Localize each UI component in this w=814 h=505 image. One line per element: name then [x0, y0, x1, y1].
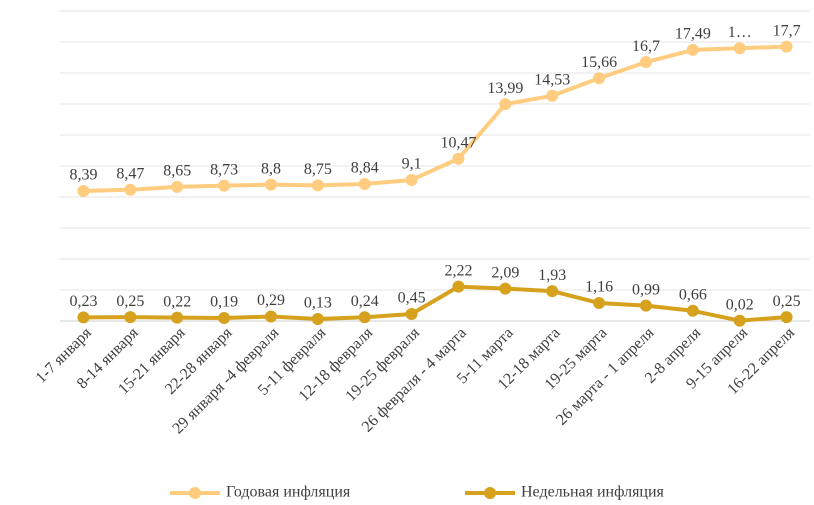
data-label: 8,8	[261, 160, 281, 177]
point	[171, 311, 184, 324]
data-label: 1…	[728, 24, 752, 41]
data-label: 0,25	[773, 293, 801, 310]
point	[546, 89, 559, 102]
data-label: 8,84	[351, 160, 379, 177]
point	[639, 56, 652, 69]
data-label: 0,99	[632, 281, 660, 298]
data-label: 16,7	[632, 38, 660, 55]
data-label: 0,19	[210, 294, 238, 311]
point	[405, 173, 418, 186]
point	[171, 180, 184, 193]
data-label: 0,29	[257, 292, 285, 309]
point	[639, 299, 652, 312]
data-label: 8,47	[116, 165, 144, 182]
data-label: 15,66	[581, 54, 617, 71]
data-label: 8,65	[163, 163, 191, 180]
point	[77, 184, 90, 197]
data-label: 0,66	[679, 286, 707, 303]
point	[780, 40, 793, 53]
point	[405, 308, 418, 321]
point	[593, 72, 606, 85]
point	[311, 312, 324, 325]
data-label: 9,1	[402, 156, 422, 173]
point	[733, 314, 746, 327]
data-label: 0,02	[726, 296, 754, 313]
point	[733, 42, 746, 55]
data-label: 0,22	[163, 293, 191, 310]
point	[124, 311, 137, 324]
series-line	[83, 44, 787, 193]
data-label: 10,47	[440, 134, 476, 151]
point	[218, 179, 231, 192]
point	[593, 297, 606, 310]
data-label: 0,25	[116, 293, 144, 310]
point	[686, 304, 699, 317]
point	[358, 311, 371, 324]
data-label: 2,09	[491, 264, 519, 281]
data-label: 1,93	[538, 267, 566, 284]
point	[780, 311, 793, 324]
data-label: 0,24	[351, 293, 379, 310]
data-label: 17,7	[773, 22, 801, 39]
data-label: 8,73	[210, 161, 238, 178]
legend-marker	[484, 487, 496, 499]
legend-marker	[189, 487, 201, 499]
point	[452, 152, 465, 165]
point	[452, 280, 465, 293]
point	[218, 312, 231, 325]
point	[499, 282, 512, 295]
point	[358, 177, 371, 190]
data-label: 2,22	[444, 262, 472, 279]
data-label: 14,53	[534, 71, 570, 88]
data-label: 8,39	[69, 167, 97, 184]
point	[499, 98, 512, 111]
point	[264, 310, 277, 323]
legend-label: Недельная инфляция	[521, 484, 665, 501]
data-label: 0,23	[69, 293, 97, 310]
data-label: 8,75	[304, 161, 332, 178]
legend-label: Годовая инфляция	[226, 484, 351, 501]
point	[546, 285, 559, 298]
point	[124, 183, 137, 196]
data-label: 13,99	[487, 80, 523, 97]
point	[264, 178, 277, 191]
point	[311, 179, 324, 192]
point	[686, 43, 699, 56]
series-line	[83, 284, 787, 323]
point	[77, 311, 90, 324]
data-label: 0,13	[304, 295, 332, 312]
data-label: 17,49	[675, 26, 711, 43]
data-label: 1,16	[585, 279, 613, 296]
data-label: 0,45	[398, 290, 426, 307]
